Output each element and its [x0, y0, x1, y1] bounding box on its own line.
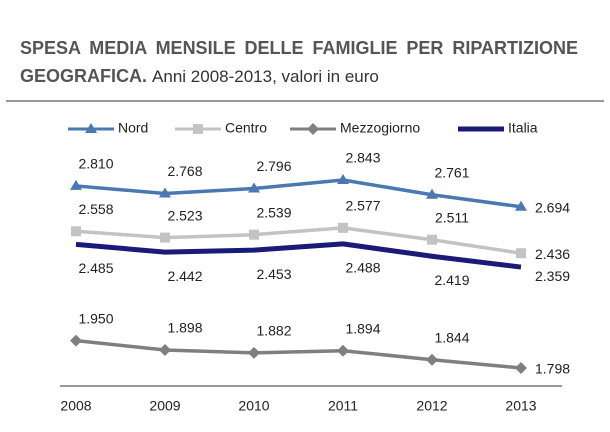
- marker: [160, 232, 170, 243]
- data-label: 2.488: [345, 260, 380, 276]
- marker: [71, 226, 81, 237]
- data-label: 2.485: [78, 260, 113, 276]
- marker: [248, 346, 260, 359]
- data-label: 1.894: [345, 320, 380, 336]
- marker: [70, 179, 82, 190]
- marker: [248, 182, 260, 193]
- data-label: 2.436: [535, 246, 570, 262]
- legend-marker: [307, 123, 319, 135]
- series-line: [75, 338, 522, 370]
- data-label: 2.694: [535, 200, 570, 216]
- data-label: 1.898: [167, 320, 202, 336]
- marker: [338, 222, 348, 233]
- series-line: [75, 226, 522, 255]
- series-line: [75, 178, 522, 209]
- data-label: 2.453: [256, 266, 291, 282]
- data-label: 2.761: [434, 164, 469, 180]
- marker: [159, 187, 171, 198]
- marker: [515, 200, 527, 211]
- x-tick-label: 2010: [238, 398, 269, 414]
- data-label: 2.768: [167, 163, 202, 179]
- x-tick-label: 2011: [328, 398, 358, 414]
- legend-label: Italia: [508, 120, 538, 136]
- chart-title: SPESA MEDIA MENSILE DELLE FAMIGLIE PER R…: [20, 38, 578, 86]
- x-tick-label: 2009: [149, 398, 180, 414]
- data-label: 1.950: [78, 310, 113, 326]
- marker: [337, 344, 349, 357]
- data-label: 1.882: [256, 323, 291, 339]
- x-tick-label: 2012: [416, 398, 447, 414]
- title-block: SPESA MEDIA MENSILE DELLE FAMIGLIE PER R…: [20, 34, 578, 91]
- marker: [515, 362, 527, 374]
- marker: [426, 188, 438, 199]
- chart-subtitle: Anni 2008-2013, valori in euro: [152, 67, 379, 86]
- legend-marker: [85, 123, 97, 133]
- x-tick-label: 2008: [60, 398, 91, 414]
- data-label: 2.577: [345, 198, 380, 214]
- data-label: 1.798: [535, 361, 570, 377]
- marker: [516, 248, 526, 259]
- data-label: 2.523: [167, 207, 202, 223]
- data-label: 2.442: [167, 268, 202, 284]
- legend-label: Mezzogiorno: [340, 120, 420, 136]
- legend-label: Centro: [225, 120, 267, 136]
- legend-marker: [193, 124, 203, 134]
- marker: [426, 353, 438, 366]
- marker: [70, 334, 82, 347]
- data-label: 2.511: [435, 209, 469, 225]
- marker: [427, 234, 437, 245]
- marker: [249, 229, 259, 240]
- data-label: 2.359: [535, 268, 570, 284]
- marker: [159, 344, 171, 357]
- data-label: 2.419: [434, 272, 469, 288]
- data-label: 2.796: [256, 158, 291, 174]
- data-label: 1.844: [434, 329, 469, 345]
- x-tick-label: 2013: [505, 398, 536, 414]
- data-label: 2.539: [256, 204, 291, 220]
- data-label: 2.843: [345, 150, 380, 166]
- series-line: [75, 241, 522, 270]
- data-label: 2.810: [78, 156, 113, 172]
- marker: [337, 174, 349, 184]
- legend-label: Nord: [118, 120, 148, 136]
- data-label: 2.558: [78, 201, 113, 217]
